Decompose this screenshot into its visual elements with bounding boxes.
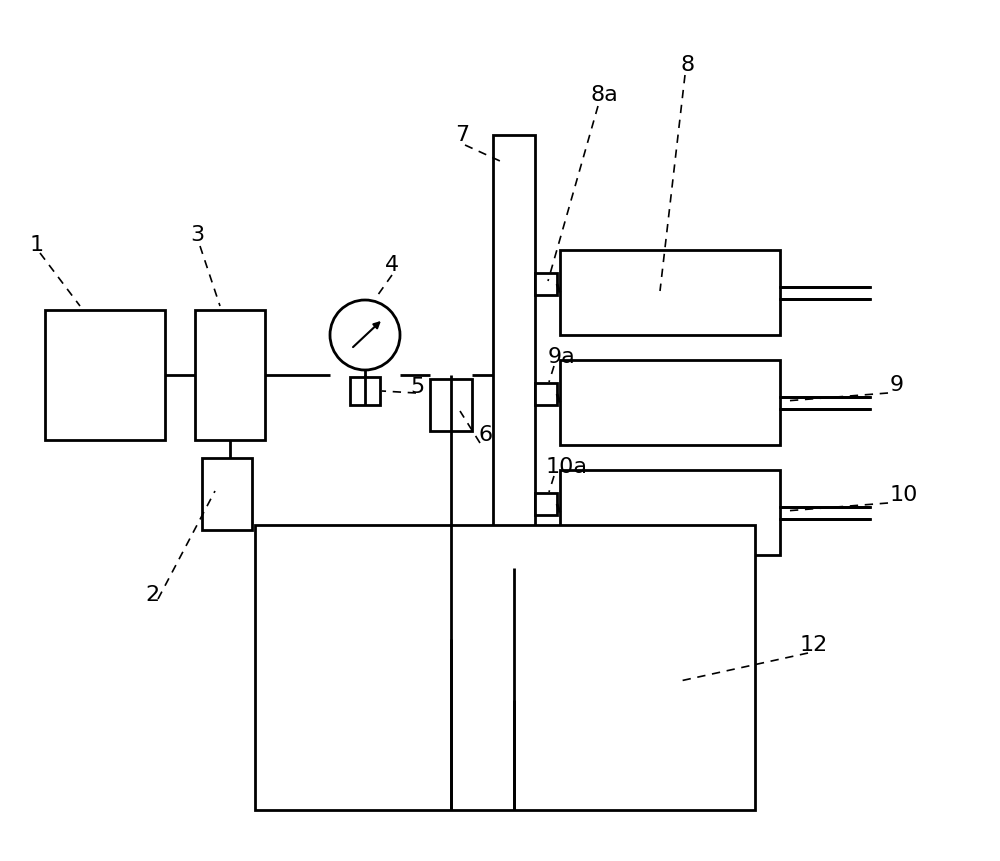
Text: 1: 1 — [30, 235, 44, 255]
Bar — [535, 383, 557, 405]
Text: 7: 7 — [455, 125, 469, 145]
Bar — [350, 377, 380, 405]
Bar — [560, 250, 780, 335]
Bar — [535, 493, 557, 515]
Text: 8a: 8a — [590, 85, 618, 105]
Text: 10a: 10a — [546, 457, 588, 477]
Bar — [493, 135, 535, 700]
Bar — [560, 360, 780, 445]
Text: 5: 5 — [410, 377, 424, 397]
Bar — [430, 379, 472, 431]
Text: 8: 8 — [680, 55, 694, 75]
Text: 2: 2 — [145, 585, 159, 605]
Bar — [535, 273, 557, 295]
Text: 6: 6 — [478, 425, 492, 445]
Text: 4: 4 — [385, 255, 399, 275]
Bar — [202, 458, 252, 530]
Bar — [560, 470, 780, 555]
Text: 12: 12 — [800, 635, 828, 655]
Text: 10: 10 — [890, 485, 918, 505]
Bar — [255, 525, 755, 810]
Bar — [195, 310, 265, 440]
Text: 3: 3 — [190, 225, 204, 245]
Text: 9a: 9a — [548, 347, 576, 367]
Text: 9: 9 — [890, 375, 904, 395]
Bar — [45, 310, 165, 440]
